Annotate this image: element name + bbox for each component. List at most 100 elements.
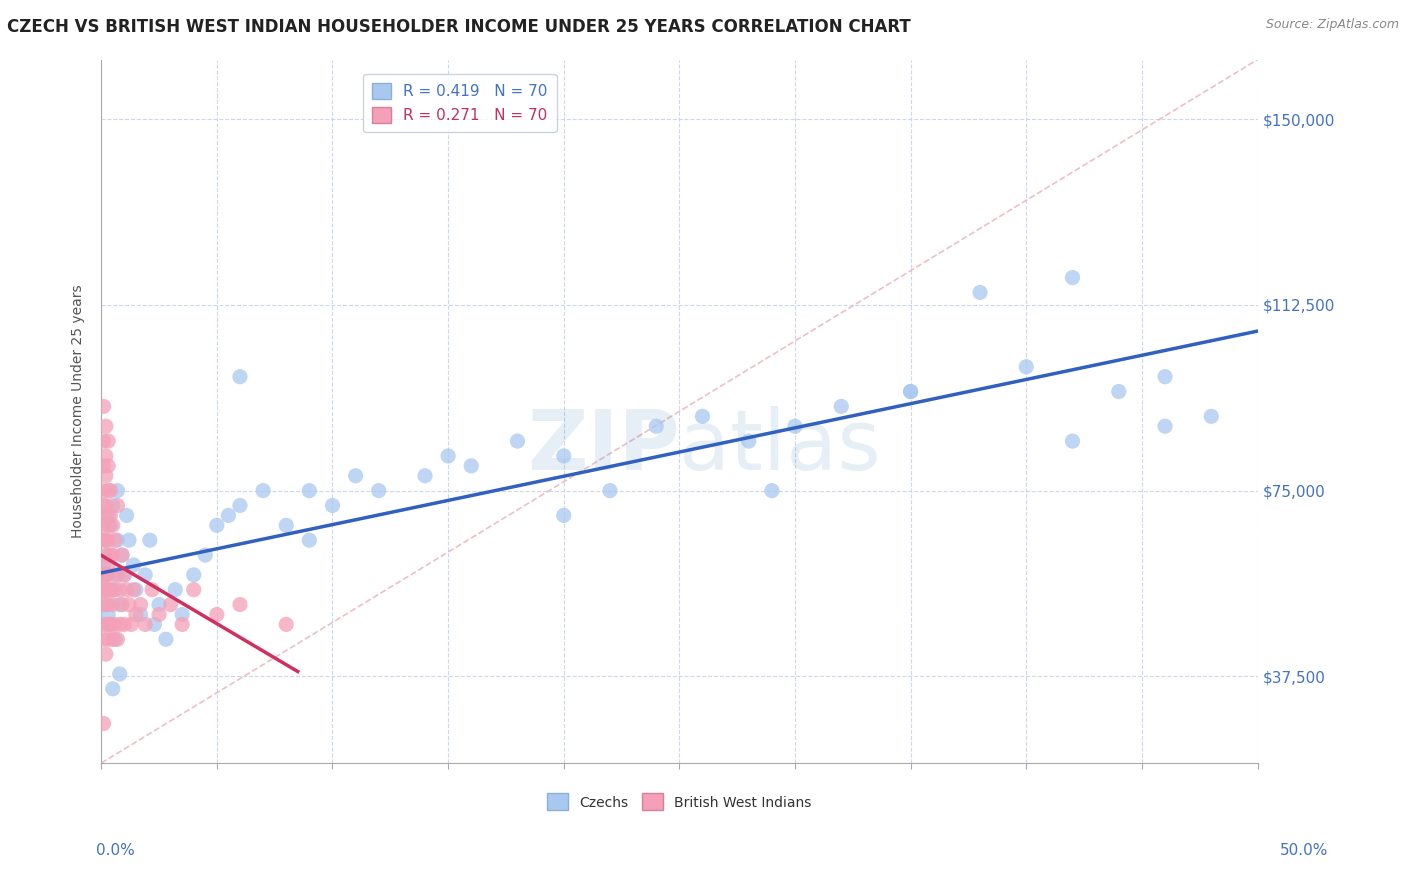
Point — [101, 582, 124, 597]
Text: 50.0%: 50.0% — [1281, 843, 1329, 858]
Point — [94, 567, 117, 582]
Point — [97, 434, 120, 448]
Point — [1108, 384, 1130, 399]
Point — [460, 458, 482, 473]
Point — [155, 632, 177, 647]
Point — [217, 508, 239, 523]
Point — [104, 567, 127, 582]
Point — [94, 508, 117, 523]
Point — [101, 632, 124, 647]
Point — [111, 548, 134, 562]
Point — [94, 647, 117, 661]
Point — [506, 434, 529, 448]
Point — [100, 617, 122, 632]
Point — [830, 400, 852, 414]
Point — [108, 667, 131, 681]
Point — [165, 582, 187, 597]
Point — [100, 508, 122, 523]
Point — [112, 567, 135, 582]
Point — [437, 449, 460, 463]
Point — [252, 483, 274, 498]
Point — [93, 533, 115, 548]
Point — [94, 419, 117, 434]
Point — [129, 607, 152, 622]
Point — [129, 598, 152, 612]
Point — [1015, 359, 1038, 374]
Point — [183, 567, 205, 582]
Point — [1154, 369, 1177, 384]
Point — [298, 533, 321, 548]
Point — [97, 458, 120, 473]
Point — [93, 499, 115, 513]
Point — [93, 582, 115, 597]
Point — [101, 681, 124, 696]
Point — [1154, 419, 1177, 434]
Point — [93, 716, 115, 731]
Point — [969, 285, 991, 300]
Text: 0.0%: 0.0% — [96, 843, 135, 858]
Point — [900, 384, 922, 399]
Point — [344, 468, 367, 483]
Point — [276, 617, 298, 632]
Point — [105, 632, 128, 647]
Point — [194, 548, 217, 562]
Point — [298, 483, 321, 498]
Point — [115, 582, 138, 597]
Point — [125, 607, 148, 622]
Point — [738, 434, 761, 448]
Text: CZECH VS BRITISH WEST INDIAN HOUSEHOLDER INCOME UNDER 25 YEARS CORRELATION CHART: CZECH VS BRITISH WEST INDIAN HOUSEHOLDER… — [7, 18, 911, 36]
Point — [111, 548, 134, 562]
Point — [94, 598, 117, 612]
Point — [112, 617, 135, 632]
Point — [172, 607, 194, 622]
Point — [101, 548, 124, 562]
Point — [101, 598, 124, 612]
Point — [599, 483, 621, 498]
Point — [93, 632, 115, 647]
Point — [112, 567, 135, 582]
Point — [645, 419, 668, 434]
Point — [94, 533, 117, 548]
Point — [94, 567, 117, 582]
Point — [97, 632, 120, 647]
Point — [367, 483, 389, 498]
Point — [97, 508, 120, 523]
Point — [104, 617, 127, 632]
Point — [93, 582, 115, 597]
Point — [94, 617, 117, 632]
Point — [105, 533, 128, 548]
Point — [159, 598, 181, 612]
Point — [108, 598, 131, 612]
Point — [783, 419, 806, 434]
Text: atlas: atlas — [679, 406, 882, 487]
Point — [148, 598, 170, 612]
Text: ZIP: ZIP — [527, 406, 679, 487]
Point — [108, 617, 131, 632]
Point — [93, 434, 115, 448]
Point — [97, 567, 120, 582]
Point — [105, 499, 128, 513]
Point — [1201, 409, 1223, 424]
Point — [104, 533, 127, 548]
Point — [1062, 270, 1084, 285]
Point — [97, 518, 120, 533]
Legend: Czechs, British West Indians: Czechs, British West Indians — [541, 788, 817, 816]
Point — [94, 468, 117, 483]
Point — [553, 449, 575, 463]
Point — [97, 483, 120, 498]
Point — [172, 617, 194, 632]
Point — [105, 483, 128, 498]
Point — [553, 508, 575, 523]
Point — [94, 533, 117, 548]
Point — [139, 533, 162, 548]
Point — [100, 582, 122, 597]
Point — [321, 499, 343, 513]
Point — [118, 533, 141, 548]
Point — [761, 483, 783, 498]
Point — [97, 607, 120, 622]
Point — [93, 458, 115, 473]
Point — [93, 558, 115, 572]
Point — [100, 518, 122, 533]
Point — [97, 598, 120, 612]
Point — [122, 582, 145, 597]
